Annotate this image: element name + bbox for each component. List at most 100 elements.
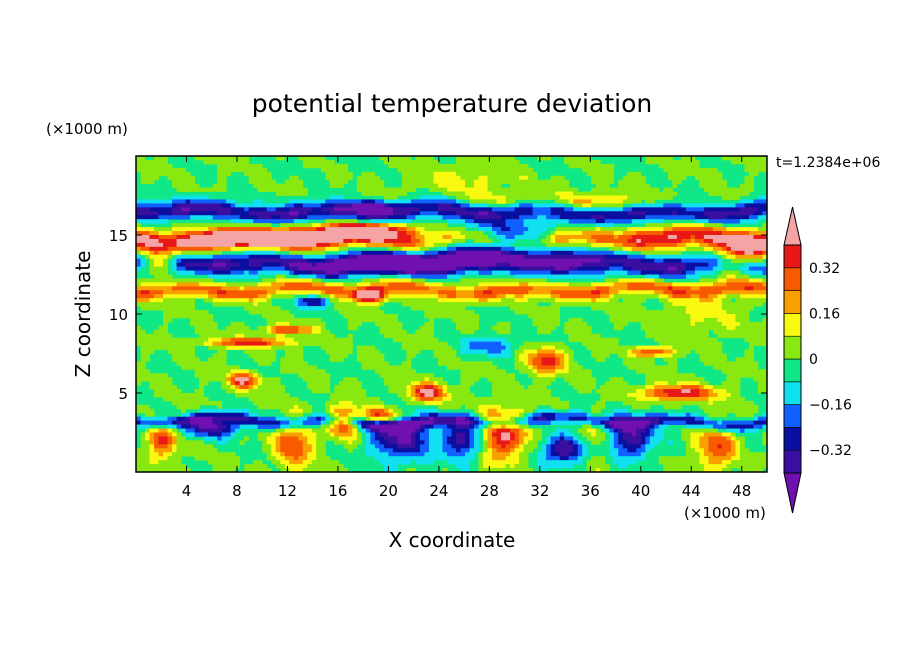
heatmap-cell bbox=[676, 270, 682, 275]
heatmap-cell bbox=[546, 203, 552, 208]
heatmap-cell bbox=[410, 286, 416, 291]
heatmap-cell bbox=[690, 167, 696, 173]
heatmap-cell bbox=[140, 207, 146, 212]
heatmap-cell bbox=[388, 191, 394, 196]
heatmap-cell bbox=[226, 203, 232, 208]
heatmap-cell bbox=[140, 337, 146, 343]
heatmap-cell bbox=[708, 302, 714, 307]
heatmap-cell bbox=[262, 179, 268, 185]
heatmap-cell bbox=[217, 238, 223, 244]
heatmap-cell bbox=[298, 266, 304, 271]
heatmap-cell bbox=[577, 231, 583, 236]
heatmap-cell bbox=[532, 171, 538, 177]
heatmap-cell bbox=[208, 278, 214, 283]
heatmap-cell bbox=[239, 238, 245, 244]
heatmap-cell bbox=[627, 306, 633, 311]
heatmap-cell bbox=[311, 278, 317, 283]
heatmap-cell bbox=[163, 219, 168, 224]
heatmap-cell bbox=[442, 294, 448, 299]
heatmap-cell bbox=[591, 211, 597, 216]
heatmap-cell bbox=[474, 266, 479, 271]
heatmap-cell bbox=[257, 306, 263, 311]
heatmap-cell bbox=[217, 302, 223, 307]
heatmap-cell bbox=[298, 262, 304, 267]
heatmap-cell bbox=[658, 278, 664, 283]
heatmap-cell bbox=[325, 235, 331, 240]
heatmap-cell bbox=[293, 333, 299, 339]
heatmap-cell bbox=[645, 310, 651, 315]
heatmap-cell bbox=[163, 258, 168, 264]
heatmap-cell bbox=[235, 207, 241, 212]
heatmap-cell bbox=[568, 325, 574, 331]
heatmap-cell bbox=[208, 294, 214, 299]
heatmap-cell bbox=[478, 258, 484, 264]
heatmap-cell bbox=[591, 266, 597, 271]
heatmap-cell bbox=[717, 321, 723, 327]
heatmap-cell bbox=[676, 258, 682, 264]
heatmap-cell bbox=[136, 278, 141, 283]
heatmap-cell bbox=[739, 156, 745, 161]
heatmap-cell bbox=[559, 195, 565, 200]
heatmap-cell bbox=[757, 215, 763, 220]
heatmap-cell bbox=[401, 163, 407, 169]
heatmap-cell bbox=[609, 191, 615, 196]
heatmap-cell bbox=[194, 254, 200, 260]
heatmap-cell bbox=[460, 314, 466, 319]
heatmap-cell bbox=[163, 302, 168, 307]
heatmap-cell bbox=[365, 317, 371, 323]
heatmap-cell bbox=[514, 274, 520, 279]
heatmap-cell bbox=[437, 179, 443, 185]
heatmap-cell bbox=[293, 325, 299, 331]
heatmap-cell bbox=[586, 227, 592, 232]
heatmap-cell bbox=[136, 231, 141, 236]
heatmap-cell bbox=[167, 286, 173, 291]
heatmap-cell bbox=[676, 159, 682, 165]
heatmap-cell bbox=[239, 294, 245, 299]
heatmap-cell bbox=[613, 325, 619, 331]
heatmap-cell bbox=[487, 254, 493, 260]
heatmap-cell bbox=[577, 242, 583, 248]
heatmap-cell bbox=[338, 274, 344, 279]
heatmap-cell bbox=[645, 246, 651, 252]
heatmap-cell bbox=[730, 195, 736, 200]
heatmap-cell bbox=[595, 298, 601, 303]
heatmap-cell bbox=[604, 203, 610, 208]
heatmap-cell bbox=[537, 231, 543, 236]
heatmap-cell bbox=[167, 274, 173, 279]
heatmap-cell bbox=[347, 199, 353, 204]
heatmap-cell bbox=[586, 231, 592, 236]
heatmap-cell bbox=[163, 156, 168, 161]
heatmap-cell bbox=[510, 290, 515, 295]
heatmap-cell bbox=[474, 207, 479, 212]
heatmap-cell bbox=[379, 199, 385, 204]
heatmap-cell bbox=[757, 298, 763, 303]
heatmap-cell bbox=[712, 191, 718, 196]
heatmap-cell bbox=[428, 203, 434, 208]
heatmap-cell bbox=[627, 310, 633, 315]
heatmap-cell bbox=[136, 242, 141, 248]
heatmap-cell bbox=[631, 191, 637, 196]
heatmap-cell bbox=[271, 325, 277, 331]
heatmap-cell bbox=[217, 333, 223, 339]
heatmap-cell bbox=[217, 250, 223, 256]
heatmap-cell bbox=[636, 254, 642, 260]
heatmap-cell bbox=[262, 258, 268, 264]
heatmap-cell bbox=[528, 270, 534, 275]
heatmap-cell bbox=[685, 258, 691, 264]
heatmap-cell bbox=[537, 203, 543, 208]
heatmap-cell bbox=[541, 290, 547, 295]
heatmap-cell bbox=[410, 175, 416, 181]
heatmap-cell bbox=[154, 262, 159, 267]
heatmap-cell bbox=[645, 278, 651, 283]
heatmap-cell bbox=[244, 223, 250, 228]
heatmap-cell bbox=[244, 219, 250, 224]
heatmap-cell bbox=[136, 203, 141, 208]
heatmap-cell bbox=[456, 310, 461, 315]
heatmap-cell bbox=[640, 187, 646, 192]
heatmap-cell bbox=[730, 191, 736, 196]
heatmap-cell bbox=[667, 191, 673, 196]
heatmap-cell bbox=[658, 242, 664, 248]
heatmap-cell bbox=[316, 317, 322, 323]
heatmap-cell bbox=[248, 171, 254, 177]
heatmap-cell bbox=[685, 321, 691, 327]
